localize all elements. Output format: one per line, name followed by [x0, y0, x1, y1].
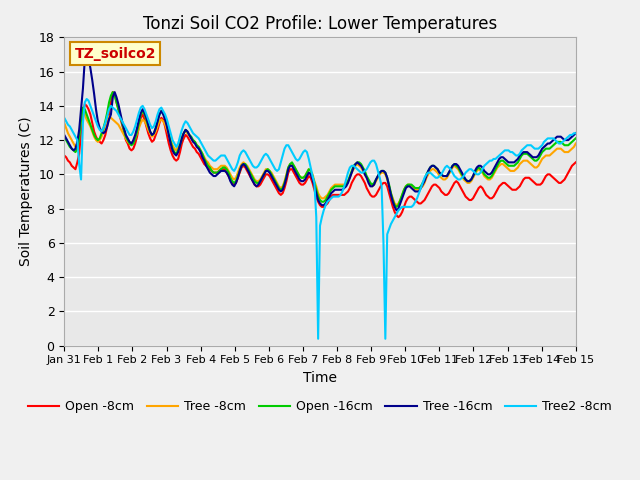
Tree -8cm [79, 107, 87, 112]
Text: TZ_soilco2: TZ_soilco2 [74, 47, 156, 60]
Tree -16cm [393, 207, 401, 213]
Open -8cm [420, 197, 428, 203]
Open -16cm [381, 170, 389, 176]
Tree -16cm [420, 178, 428, 184]
Tree2 -8cm [383, 231, 391, 237]
Tree -8cm [369, 183, 376, 189]
Title: Tonzi Soil CO2 Profile: Lower Temperatures: Tonzi Soil CO2 Profile: Lower Temperatur… [143, 15, 497, 33]
Line: Tree -16cm: Tree -16cm [64, 54, 576, 210]
Legend: Open -8cm, Tree -8cm, Open -16cm, Tree -16cm, Tree2 -8cm: Open -8cm, Tree -8cm, Open -16cm, Tree -… [23, 395, 617, 418]
X-axis label: Time: Time [303, 371, 337, 385]
Open -16cm [572, 135, 580, 141]
Tree -16cm [346, 175, 354, 180]
Tree2 -8cm [234, 159, 242, 165]
Line: Open -16cm: Open -16cm [64, 92, 576, 207]
Tree -8cm [381, 171, 389, 177]
Open -16cm [182, 127, 189, 132]
Tree -16cm [83, 51, 90, 57]
Line: Tree2 -8cm: Tree2 -8cm [64, 99, 576, 339]
Tree -16cm [60, 132, 68, 138]
Tree2 -8cm [348, 163, 356, 168]
Open -16cm [60, 134, 68, 140]
Open -16cm [393, 204, 401, 210]
Tree2 -8cm [572, 131, 580, 136]
Tree -8cm [346, 175, 354, 180]
Tree -16cm [381, 170, 389, 176]
Tree2 -8cm [420, 175, 428, 180]
Open -8cm [346, 185, 354, 191]
Open -16cm [420, 177, 428, 182]
Tree -16cm [182, 127, 189, 132]
Open -16cm [346, 173, 354, 179]
Open -16cm [234, 173, 242, 179]
Tree2 -8cm [371, 158, 378, 164]
Open -8cm [369, 194, 376, 200]
Tree -8cm [60, 120, 68, 126]
Open -8cm [182, 132, 189, 138]
Tree2 -8cm [314, 336, 322, 342]
Line: Open -8cm: Open -8cm [64, 92, 576, 217]
Tree -8cm [572, 141, 580, 146]
Open -8cm [234, 175, 242, 180]
Tree2 -8cm [83, 96, 90, 102]
Open -16cm [109, 89, 116, 95]
Open -16cm [369, 182, 376, 188]
Open -8cm [572, 159, 580, 165]
Tree -8cm [393, 202, 401, 208]
Open -8cm [109, 89, 116, 95]
Tree -8cm [234, 170, 242, 176]
Open -8cm [60, 153, 68, 158]
Tree2 -8cm [182, 119, 189, 124]
Tree -16cm [234, 175, 242, 180]
Tree2 -8cm [60, 115, 68, 120]
Tree -16cm [572, 131, 580, 136]
Open -8cm [381, 180, 389, 186]
Tree -8cm [182, 129, 189, 134]
Tree -8cm [420, 180, 428, 186]
Tree -16cm [369, 183, 376, 189]
Y-axis label: Soil Temperatures (C): Soil Temperatures (C) [19, 117, 33, 266]
Open -8cm [395, 214, 403, 220]
Line: Tree -8cm: Tree -8cm [64, 109, 576, 205]
